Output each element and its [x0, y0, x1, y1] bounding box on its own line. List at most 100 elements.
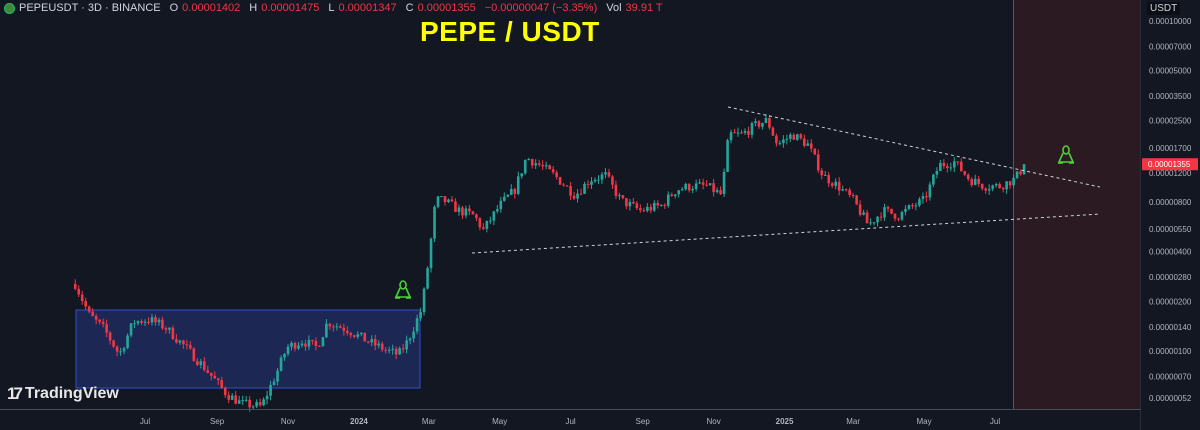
candle-body	[297, 345, 300, 349]
candle-body	[290, 342, 293, 347]
candle	[949, 162, 953, 172]
candle	[346, 326, 349, 336]
low-value: 0.00001347	[338, 2, 397, 14]
candle	[506, 194, 510, 198]
candle-body	[293, 342, 297, 349]
candle-body	[750, 123, 754, 135]
candle	[844, 188, 848, 192]
candle-body	[956, 161, 960, 163]
candle-body	[189, 344, 192, 349]
time-tick-label: 2025	[776, 417, 794, 426]
candle	[94, 313, 98, 325]
candle	[189, 341, 192, 350]
candle-body	[701, 182, 705, 185]
candle-body	[973, 178, 977, 186]
candle-body	[122, 348, 126, 352]
candle	[565, 184, 569, 187]
candle	[816, 149, 820, 173]
candle-body	[712, 183, 715, 193]
candle-body	[150, 317, 154, 323]
candle-body	[401, 348, 405, 350]
candle-body	[143, 321, 147, 323]
candle-body	[370, 339, 374, 343]
candle	[722, 168, 726, 197]
candle	[813, 148, 817, 156]
candle-body	[1015, 171, 1019, 178]
candle	[363, 332, 367, 342]
candle-body	[862, 212, 865, 215]
tradingview-logo[interactable]: 17 TradingView	[7, 384, 119, 404]
candle	[391, 344, 394, 355]
candles	[73, 113, 1026, 412]
candle	[143, 319, 147, 326]
candle	[796, 133, 799, 141]
symbol-label[interactable]: PEPEUSDT · 3D · BINANCE	[19, 2, 161, 14]
candle	[761, 122, 764, 130]
candle-body	[851, 194, 855, 196]
candle-body	[499, 200, 503, 210]
candle-body	[935, 171, 939, 175]
candle-body	[966, 174, 970, 180]
candle-body	[659, 204, 663, 206]
candle	[492, 210, 496, 226]
candle-body	[747, 131, 750, 135]
time-tick-label: Sep	[210, 417, 225, 426]
candle-body	[904, 208, 907, 212]
candle	[398, 346, 401, 355]
candle	[656, 200, 660, 209]
candle-body	[185, 344, 189, 346]
candle	[196, 358, 199, 367]
candle	[921, 192, 925, 204]
candle	[768, 115, 771, 130]
candle-body	[886, 207, 890, 209]
price-tick-label: 0.00000200	[1149, 297, 1192, 306]
candle-body	[216, 378, 220, 381]
candle	[178, 339, 182, 345]
candle-body	[729, 132, 733, 141]
candle	[150, 313, 154, 326]
candle-body	[796, 134, 799, 140]
time-tick-label: Nov	[281, 417, 295, 426]
candle-body	[276, 370, 279, 382]
open-label: O	[169, 2, 179, 14]
currency-label[interactable]: USDT	[1147, 2, 1181, 15]
candle-body	[614, 184, 618, 196]
candle-body	[939, 162, 942, 172]
candle-body	[356, 334, 360, 337]
candle-body	[168, 327, 171, 330]
candle	[485, 220, 489, 233]
candle-body	[527, 158, 531, 161]
candle-body	[642, 210, 646, 212]
candle-body	[687, 184, 691, 191]
candle	[872, 221, 876, 226]
candle-body	[998, 184, 1001, 188]
candle-body	[625, 198, 628, 207]
candle-body	[408, 338, 412, 341]
candle	[611, 174, 614, 190]
candle	[701, 178, 705, 190]
price-tick-label: 0.00000100	[1149, 347, 1192, 356]
candle-body	[227, 395, 231, 400]
candle	[754, 118, 757, 127]
candle-body	[600, 174, 604, 180]
candle	[865, 209, 869, 224]
candle	[1005, 181, 1008, 194]
candle-body	[262, 399, 265, 406]
time-tick-label: May	[917, 417, 932, 426]
candle	[789, 132, 792, 142]
candle	[736, 127, 740, 137]
candle-body	[775, 135, 778, 144]
candle	[534, 159, 537, 169]
candle	[426, 266, 429, 290]
candle-body	[994, 184, 998, 186]
candle-body	[380, 343, 384, 350]
candle-body	[736, 132, 740, 134]
candle-body	[77, 288, 81, 295]
candle-body	[332, 326, 335, 328]
candle-body	[342, 327, 346, 331]
candle	[973, 174, 977, 186]
candle-body	[932, 174, 935, 185]
candle	[980, 183, 984, 191]
candle-body	[105, 324, 108, 333]
